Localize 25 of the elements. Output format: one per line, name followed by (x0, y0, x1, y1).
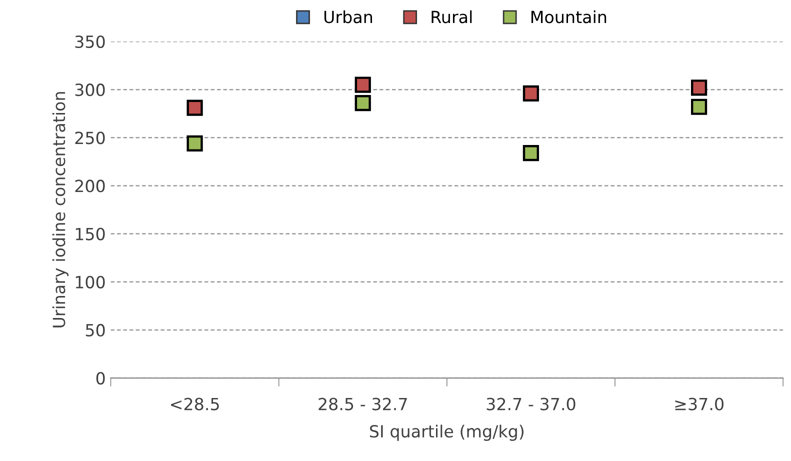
y-tick-label: 300 (75, 84, 105, 96)
legend-label: Mountain (531, 10, 606, 24)
legend-label: Urban (324, 10, 372, 24)
point (186, 100, 203, 116)
point (186, 135, 203, 152)
y-tick-label: 200 (75, 180, 105, 192)
point (354, 94, 371, 112)
y-tick-label: 0 (96, 372, 105, 385)
point (690, 98, 708, 115)
point (522, 85, 540, 102)
legend-label: Rural (432, 10, 472, 24)
y-axis-title: Urinary iodine concentration (52, 92, 69, 328)
x-tick-label: 32.7 - 37.0 (486, 398, 576, 410)
x-tick-label: <28.5 (171, 398, 219, 410)
point (690, 80, 708, 96)
y-tick-label: 100 (76, 276, 105, 288)
x-tick-label: ≥37.0 (675, 398, 724, 410)
x-axis-title: SI quartile (mg/kg) (370, 424, 524, 441)
y-tick-label: 150 (76, 228, 105, 240)
y-tick-label: 250 (75, 132, 105, 144)
point (522, 144, 540, 162)
point (354, 76, 371, 93)
y-tick-label: 350 (75, 35, 105, 48)
y-tick-label: 50 (86, 324, 105, 337)
x-tick-label: 28.5 - 32.7 (318, 398, 407, 410)
